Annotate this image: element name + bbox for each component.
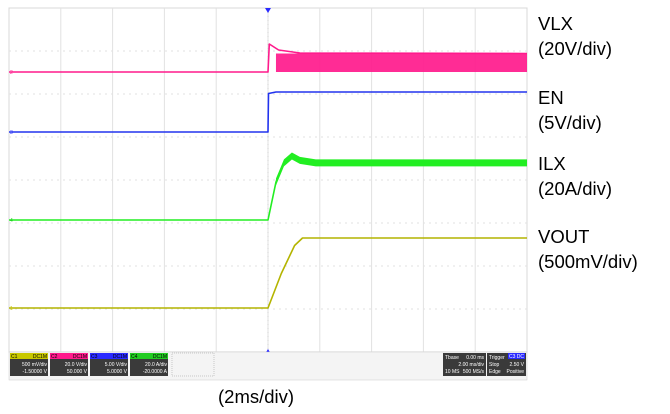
channel-coupling: DC1M: [153, 354, 167, 360]
vlx-label: VLX: [538, 13, 573, 34]
channel-info-box: [130, 359, 168, 376]
vlx-switching-band: [275, 53, 527, 72]
en-scale-label: (5V/div): [538, 112, 602, 133]
trigger-text: Trigger: [489, 355, 505, 361]
channel-offset: -1.50000 V: [23, 369, 48, 375]
channel-badge: [90, 353, 128, 359]
vout-label: VOUT: [538, 226, 590, 247]
channel-scale: 20.0 V/div: [65, 362, 88, 368]
channel-badge: [50, 353, 88, 359]
trigger-position-marker: [265, 8, 271, 13]
ilx-ripple-band: [275, 152, 527, 186]
channel-markers: 2 3 4 1: [10, 70, 13, 312]
channel-info-box: [90, 359, 128, 376]
channel-id: C1: [11, 354, 18, 360]
vout-ground-marker: 1: [10, 306, 13, 312]
channel-badge: [130, 353, 168, 359]
timebase-text: 500 MS/s: [463, 369, 485, 375]
vlx-scale-label: (20V/div): [538, 38, 613, 59]
channel-scale: 20.0 A/div: [145, 362, 167, 368]
empty-channel-slot: [171, 352, 215, 377]
trigger-text: Stop: [489, 362, 500, 368]
ilx-scale-label: (20A/div): [538, 178, 613, 199]
channel-info-box: [50, 359, 88, 376]
channel-badge: [10, 353, 48, 359]
en-ground-marker: 3: [10, 130, 13, 136]
vlx-ground-marker: 2: [10, 70, 13, 76]
channel-id: C3: [91, 354, 98, 360]
ilx-ground-marker: 4: [10, 218, 13, 224]
en-label: EN: [538, 87, 564, 108]
vout-trace: [9, 237, 527, 309]
channel-info-box: [10, 359, 48, 376]
timebase-box: [443, 353, 486, 376]
vout-scale-label: (500mV/div): [538, 251, 638, 272]
channel-scale: 5.00 V/div: [105, 362, 128, 368]
channel-scale: 500 mV/div: [22, 362, 48, 368]
ilx-trace: [9, 155, 527, 221]
channel-offset: -20.0000 A: [143, 369, 168, 375]
channel-offset: 50.000 V: [67, 369, 88, 375]
channel-coupling: DC1M: [113, 354, 127, 360]
timebase-text: Tbase: [445, 355, 459, 361]
timebase-text: 10 MS: [445, 369, 460, 375]
status-bar: C1 DC1M 500 mV/div-1.50000 V C2 DC1M 20.0 V/d…: [8, 351, 528, 381]
timebase-text: 2.00 ms/div: [458, 362, 484, 368]
timebase-label: (2ms/div): [218, 386, 295, 407]
channel-coupling: DC1M: [33, 354, 47, 360]
trigger-channel-badge: [508, 353, 525, 359]
trigger-text: Edge: [489, 369, 501, 375]
channel-id: C4: [131, 354, 138, 360]
channel-offset: 5.0000 V: [107, 369, 128, 375]
traces: [9, 43, 528, 309]
channel-coupling: DC1M: [73, 354, 87, 360]
trigger-text: C3 DC: [509, 354, 524, 360]
ilx-label: ILX: [538, 153, 566, 174]
channel-id: C2: [51, 354, 58, 360]
en-trace: [9, 91, 527, 133]
trigger-text: 2.50 V: [510, 362, 525, 368]
timebase-text: 0.00 ms: [466, 355, 484, 361]
vlx-trace: [9, 43, 528, 73]
trigger-text: Positive: [506, 369, 524, 375]
